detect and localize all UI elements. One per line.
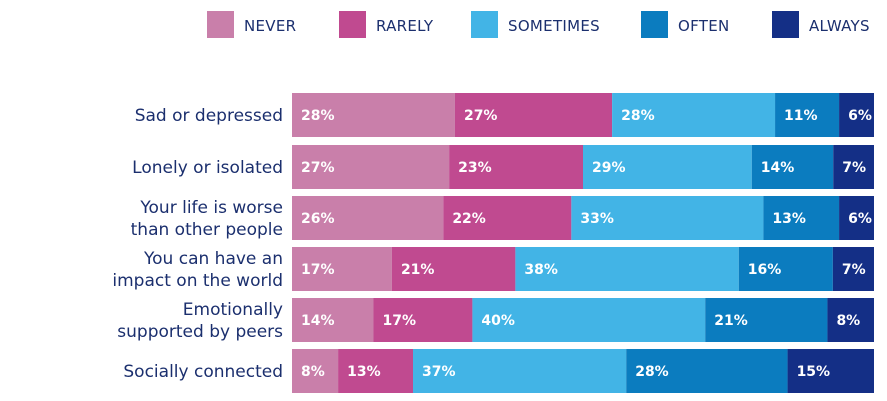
bar-segment-always xyxy=(787,349,874,393)
data-label: 28% xyxy=(635,364,669,380)
data-label: 14% xyxy=(301,313,335,329)
bar-segment-sometimes xyxy=(515,247,739,291)
data-label: 7% xyxy=(842,160,866,176)
bar-segment-rarely xyxy=(373,298,473,342)
category-labels: Sad or depressed Lonely or isolated Your l… xyxy=(112,106,283,382)
data-label: 27% xyxy=(301,160,335,176)
category-label: impact on the world xyxy=(112,271,283,291)
bars: 28% 27% 28% 11% 6% 27% 23% 29% 14% 7% 26% 22% 33% 13%… xyxy=(292,93,874,393)
data-label: 26% xyxy=(301,211,335,227)
bar-segment-never xyxy=(292,349,339,393)
bar-segment-sometimes xyxy=(472,298,706,342)
bar-segment-rarely xyxy=(454,93,613,137)
data-label: 7% xyxy=(842,262,866,278)
data-label: 21% xyxy=(714,313,748,329)
data-label: 13% xyxy=(347,364,381,380)
legend-label-sometimes: SOMETIMES xyxy=(508,17,600,35)
legend-label-never: NEVER xyxy=(244,17,296,35)
data-label: 23% xyxy=(458,160,492,176)
category-label: Sad or depressed xyxy=(135,106,283,126)
data-label: 40% xyxy=(481,313,515,329)
category-label: Lonely or isolated xyxy=(132,158,283,178)
bar-segment-often xyxy=(763,196,840,240)
data-label: 29% xyxy=(592,160,626,176)
legend-label-always: ALWAYS xyxy=(809,17,870,35)
bar-segment-never xyxy=(292,247,392,291)
category-label: Your life is worse xyxy=(139,198,283,218)
bar-segment-rarely xyxy=(338,349,414,393)
legend-swatch-often xyxy=(641,11,668,38)
bar-segment-always xyxy=(839,196,874,240)
bar-segment-never xyxy=(292,145,450,189)
bar-segment-often xyxy=(705,298,828,342)
legend-swatch-sometimes xyxy=(471,11,498,38)
data-label: 15% xyxy=(797,364,831,380)
legend-label-rarely: RARELY xyxy=(376,17,434,35)
category-label: Emotionally xyxy=(183,300,283,320)
data-label: 14% xyxy=(761,160,795,176)
bar-segment-always xyxy=(832,247,874,291)
data-label: 21% xyxy=(401,262,435,278)
bar-segment-always xyxy=(833,145,874,189)
data-label: 28% xyxy=(621,108,655,124)
data-label: 6% xyxy=(848,211,872,227)
bar-segment-rarely xyxy=(391,247,516,291)
data-label: 22% xyxy=(452,211,486,227)
legend-swatch-rarely xyxy=(339,11,366,38)
bar-segment-sometimes xyxy=(583,145,752,189)
category-label: than other people xyxy=(131,220,283,240)
data-label: 33% xyxy=(580,211,614,227)
category-label: Socially connected xyxy=(123,362,283,382)
bar-segment-often xyxy=(626,349,788,393)
legend-swatch-always xyxy=(772,11,799,38)
data-label: 6% xyxy=(848,108,872,124)
bar-segment-never xyxy=(292,93,455,137)
legend: NEVER RARELY SOMETIMES OFTEN ALWAYS xyxy=(207,11,870,38)
bar-segment-sometimes xyxy=(413,349,627,393)
bar-segment-never xyxy=(292,298,374,342)
bar-segment-rarely xyxy=(443,196,572,240)
data-label: 8% xyxy=(301,364,325,380)
data-label: 28% xyxy=(301,108,335,124)
legend-swatch-never xyxy=(207,11,234,38)
bar-segment-rarely xyxy=(449,145,583,189)
data-label: 27% xyxy=(464,108,498,124)
bar-segment-never xyxy=(292,196,444,240)
data-label: 17% xyxy=(301,262,335,278)
category-label: supported by peers xyxy=(117,322,283,342)
bar-segment-often xyxy=(751,145,834,189)
bar-segment-always xyxy=(839,93,874,137)
category-label: You can have an xyxy=(143,249,283,269)
bar-segment-sometimes xyxy=(612,93,776,137)
data-label: 8% xyxy=(836,313,860,329)
bar-segment-often xyxy=(775,93,840,137)
bar-segment-always xyxy=(827,298,874,342)
bar-segment-sometimes xyxy=(571,196,764,240)
data-label: 17% xyxy=(382,313,416,329)
data-label: 11% xyxy=(784,108,818,124)
legend-label-often: OFTEN xyxy=(678,17,730,35)
data-label: 13% xyxy=(772,211,806,227)
data-label: 38% xyxy=(524,262,558,278)
data-label: 37% xyxy=(422,364,456,380)
bar-segment-often xyxy=(738,247,833,291)
data-label: 16% xyxy=(748,262,782,278)
